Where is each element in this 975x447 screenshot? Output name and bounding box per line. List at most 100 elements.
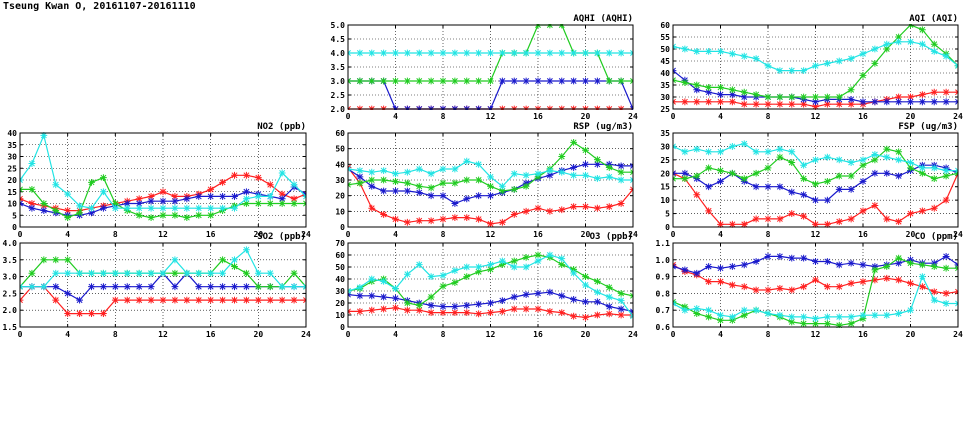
y-tick-label: 35 <box>660 81 670 90</box>
data-point <box>427 273 435 280</box>
y-tick-label: 20 <box>335 299 345 308</box>
data-point <box>705 313 713 321</box>
x-tick-label: 16 <box>206 230 216 239</box>
data-point <box>859 278 867 286</box>
data-point <box>439 282 447 290</box>
data-point <box>776 183 784 191</box>
data-point <box>788 286 796 294</box>
data-point <box>812 103 819 110</box>
data-point <box>392 215 399 223</box>
y-tick-label: 30 <box>7 153 17 162</box>
y-tick-label: 3.0 <box>331 77 346 86</box>
data-point <box>243 171 250 179</box>
data-point <box>895 33 903 41</box>
x-tick-label: 12 <box>811 230 821 239</box>
data-point <box>498 261 506 268</box>
data-point <box>171 269 179 277</box>
chart-no2: NO2 (ppb) 0 4 8 12 16 20 24 0 5 10 15 20 25 30 35 40 <box>7 122 311 239</box>
data-point <box>88 209 95 217</box>
x-tick-label: 4 <box>393 112 398 121</box>
data-point <box>463 195 471 203</box>
data-point <box>752 100 760 108</box>
data-point <box>207 204 215 212</box>
data-point <box>558 168 566 176</box>
data-point <box>605 77 613 85</box>
data-point <box>415 217 423 225</box>
data-point <box>207 283 215 291</box>
data-point <box>752 148 760 156</box>
data-point <box>159 211 167 219</box>
data-point <box>847 259 855 267</box>
data-point <box>475 310 483 318</box>
data-point <box>883 263 891 270</box>
y-tick-label: 4.0 <box>3 239 18 248</box>
data-point <box>380 77 388 85</box>
y-tick-label: 3.5 <box>331 63 346 72</box>
data-point <box>582 281 589 289</box>
data-point <box>776 100 784 108</box>
data-point <box>64 269 72 277</box>
data-point <box>64 310 72 317</box>
data-point <box>582 298 589 306</box>
data-point <box>534 77 542 85</box>
x-tick-label: 4 <box>393 330 398 339</box>
data-point <box>356 284 364 291</box>
data-point <box>617 49 625 57</box>
data-point <box>800 67 808 74</box>
data-point <box>740 93 748 101</box>
data-point <box>111 204 119 212</box>
data-point <box>930 296 938 304</box>
data-point <box>380 211 388 218</box>
data-point <box>522 254 530 261</box>
data-point <box>593 160 601 168</box>
data-point <box>147 204 155 212</box>
data-point <box>582 49 589 57</box>
y-tick-label: 30 <box>335 287 345 296</box>
chart-so2: SO2 (ppb) 0 4 8 12 16 20 24 1.5 2.0 2.5 3.0 3.5 4.0 <box>3 232 311 339</box>
data-point <box>681 98 689 106</box>
data-point <box>930 48 938 55</box>
data-point <box>135 211 143 219</box>
data-point <box>219 283 226 291</box>
data-point <box>403 187 411 195</box>
data-point <box>883 274 891 282</box>
data-point <box>835 100 843 108</box>
data-point <box>451 49 459 57</box>
data-point <box>930 164 938 172</box>
x-tick-label: 8 <box>441 330 446 339</box>
data-point <box>942 52 950 60</box>
data-point <box>463 273 471 280</box>
data-point <box>147 296 155 304</box>
data-point <box>740 283 748 291</box>
series-group <box>20 246 306 317</box>
data-point <box>159 204 167 212</box>
data-point <box>907 210 914 217</box>
data-point <box>764 215 772 223</box>
x-tick-label: 8 <box>113 230 118 239</box>
data-point <box>776 145 784 153</box>
data-point <box>380 187 388 195</box>
y-tick-label: 0.9 <box>656 273 671 282</box>
data-point <box>427 309 435 316</box>
data-point <box>871 60 879 67</box>
y-tick-label: 0.6 <box>656 323 671 332</box>
data-point <box>427 302 435 309</box>
data-point <box>195 204 203 212</box>
y-tick-label: 10 <box>660 196 670 205</box>
data-point <box>717 167 724 174</box>
data-point <box>593 288 601 296</box>
data-point <box>823 60 831 67</box>
series-group <box>673 253 958 328</box>
data-point <box>207 193 215 200</box>
data-point <box>534 204 542 212</box>
data-point <box>740 306 748 314</box>
x-tick-label: 8 <box>441 230 446 239</box>
data-point <box>883 45 891 53</box>
data-point <box>871 266 879 274</box>
data-point <box>28 204 36 212</box>
data-point <box>883 215 891 223</box>
data-point <box>617 200 625 207</box>
data-point <box>942 88 950 96</box>
data-point <box>593 156 601 164</box>
data-point <box>475 268 483 276</box>
